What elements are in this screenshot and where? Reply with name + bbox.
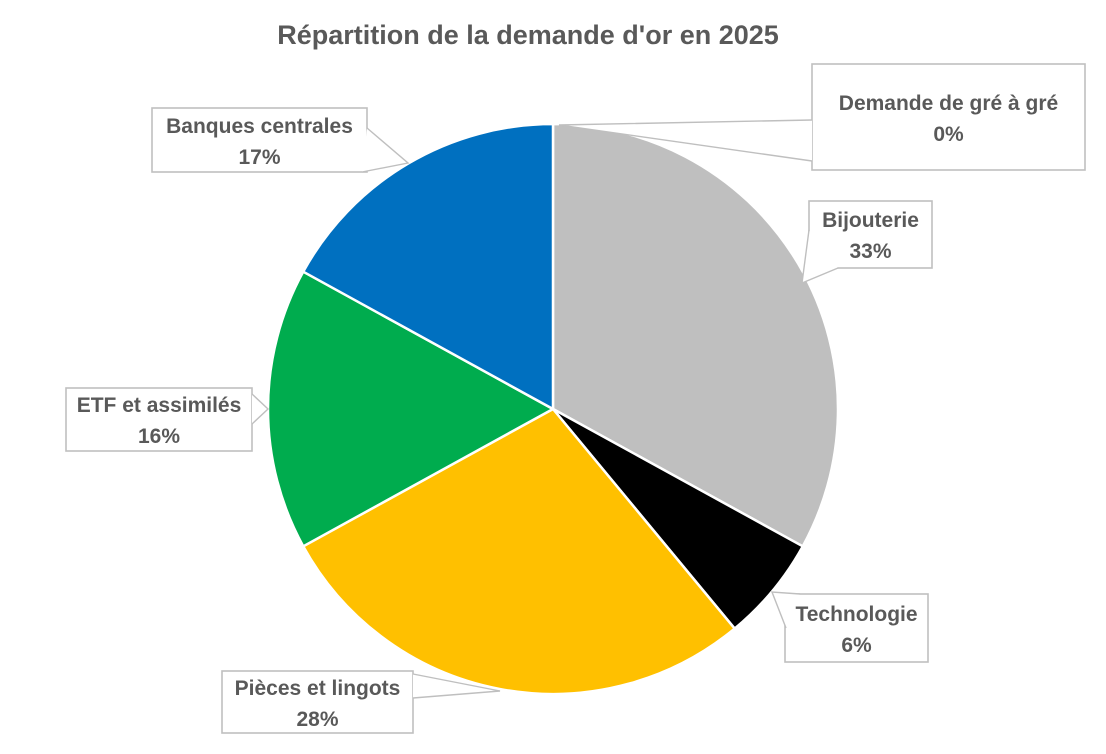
callout-pointer-demande-gre-a-gre <box>558 119 813 162</box>
callout-value-bijouterie: 33% <box>849 240 891 263</box>
callout-box-etf-et-assimiles <box>65 387 253 452</box>
callout-label-banques-centrales: Banques centrales <box>166 115 353 138</box>
callout-label-etf-et-assimiles: ETF et assimilés <box>77 394 242 417</box>
callout-pointer-bijouterie <box>801 229 839 285</box>
callout-pointer-banques-centrales <box>361 127 410 173</box>
callout-value-pieces-et-lingots: 28% <box>296 708 338 731</box>
callout-value-demande-gre-a-gre: 0% <box>933 123 964 146</box>
callout-box-pieces-et-lingots <box>221 670 414 734</box>
callout-box-banques-centrales <box>151 107 368 173</box>
callout-box-technologie <box>784 593 929 663</box>
callout-label-demande-gre-a-gre: Demande de gré à gré <box>839 92 1058 115</box>
chart-title: Répartition de la demande d'or en 2025 <box>277 20 779 50</box>
callout-label-pieces-et-lingots: Pièces et lingots <box>235 677 401 700</box>
callout-value-banques-centrales: 17% <box>238 146 280 169</box>
callout-value-technologie: 6% <box>841 634 872 657</box>
callout-value-etf-et-assimiles: 16% <box>138 425 180 448</box>
callout-label-bijouterie: Bijouterie <box>822 209 919 232</box>
pie-slice-pieces-et-lingots <box>302 407 736 696</box>
callout-box-bijouterie <box>808 200 933 269</box>
callout-pointer-pieces-et-lingots <box>412 673 501 699</box>
callout-label-technologie: Technologie <box>795 603 917 626</box>
callout-pointer-etf-et-assimiles <box>251 393 270 425</box>
callout-pointer-technologie <box>770 591 801 629</box>
callout-box-demande-gre-a-gre <box>811 63 1086 171</box>
